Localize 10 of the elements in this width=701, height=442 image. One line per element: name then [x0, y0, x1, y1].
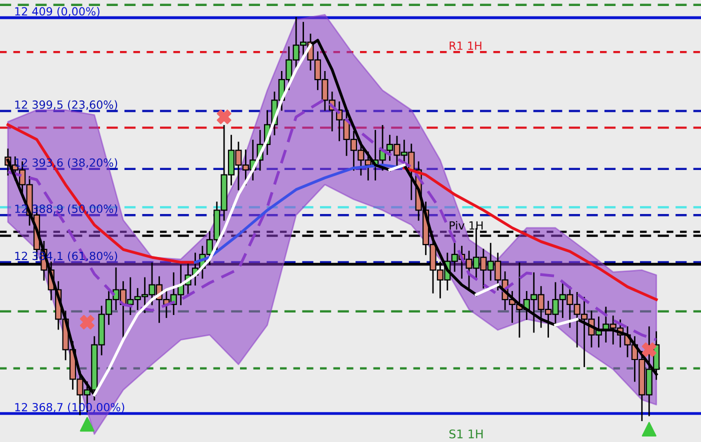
point — [642, 342, 656, 357]
ref-line-label: 12 399,5 (23,60%) — [15, 100, 118, 110]
point — [80, 314, 94, 330]
ref-line-label: 12 409 (0,00%) — [15, 6, 100, 17]
point — [216, 110, 232, 124]
annotation: S1 1H — [449, 429, 483, 438]
point — [642, 422, 656, 437]
ref-line-label: R1 1H — [450, 42, 482, 50]
point — [80, 417, 94, 432]
ref-line-label: Piv 1H — [450, 221, 483, 230]
